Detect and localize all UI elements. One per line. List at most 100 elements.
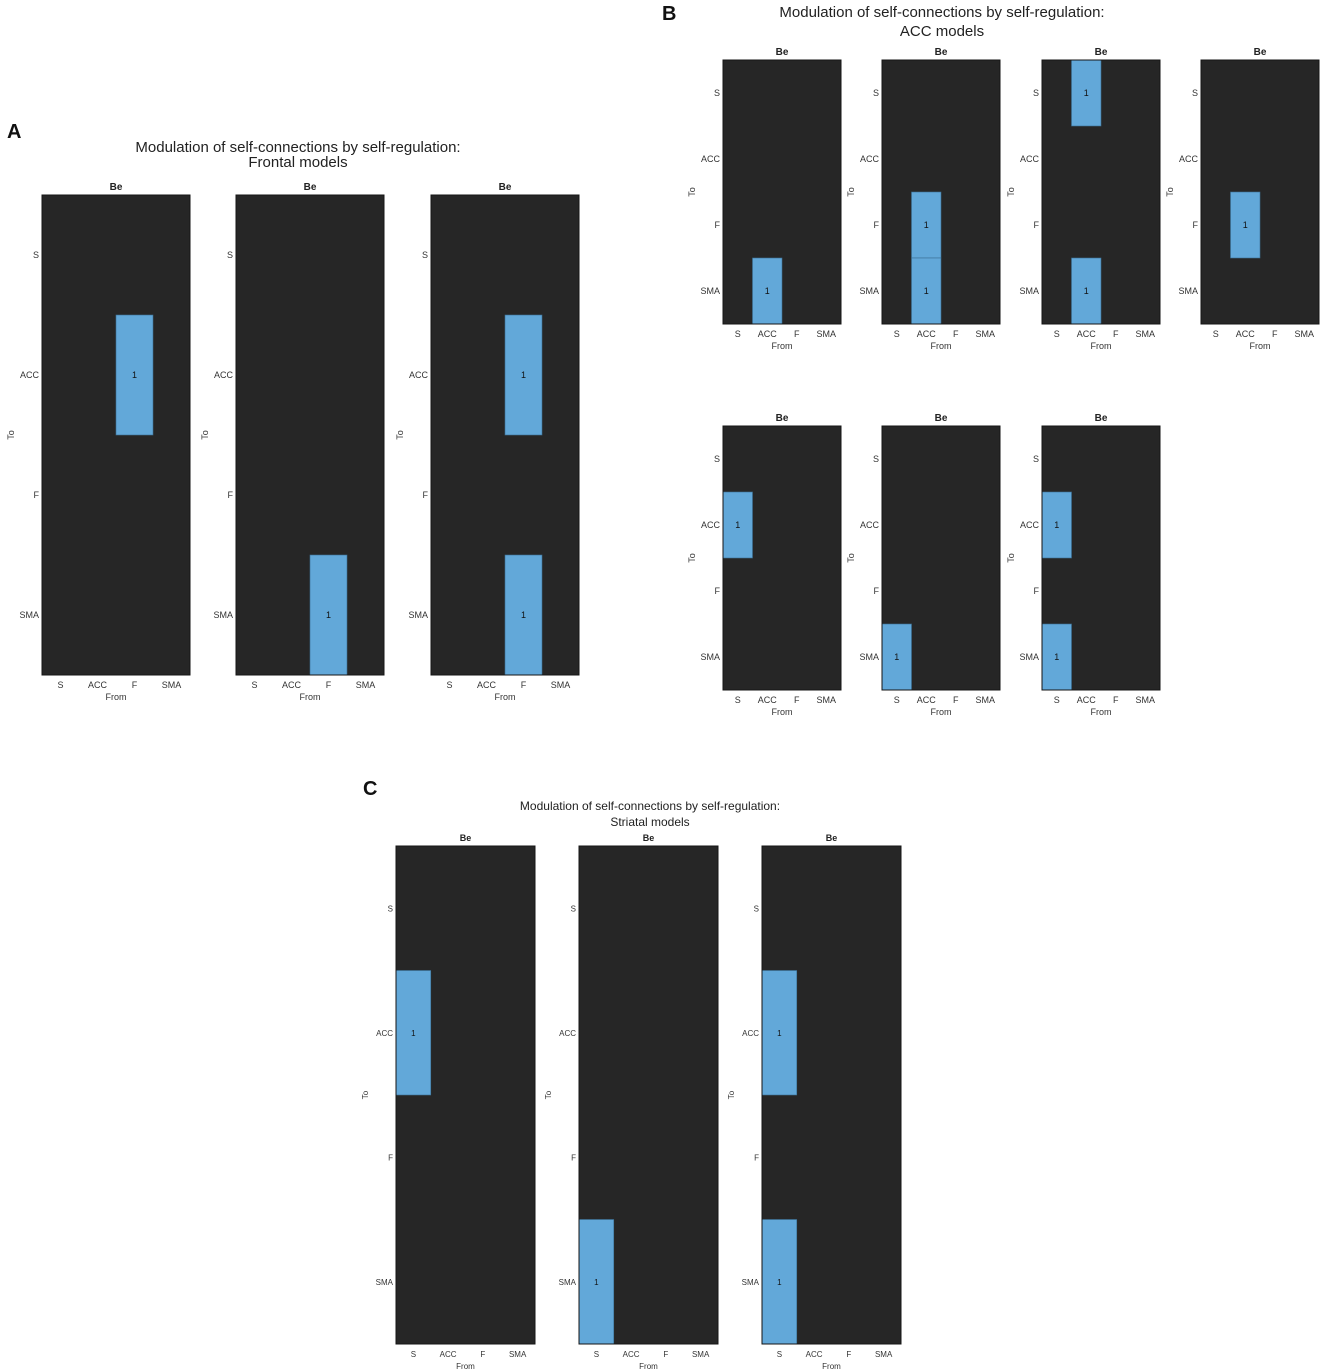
y-tick-label: ACC <box>860 520 880 530</box>
y-axis-label: To <box>544 1090 553 1099</box>
x-axis-label: From <box>639 1362 658 1371</box>
y-tick-label: S <box>571 904 576 913</box>
cell-value-label: 1 <box>765 286 770 296</box>
y-tick-label: ACC <box>701 520 721 530</box>
x-tick-label: F <box>1113 695 1119 705</box>
x-axis-label: From <box>931 707 952 717</box>
x-tick-label: ACC <box>917 695 937 705</box>
x-tick-label: SMA <box>1135 695 1155 705</box>
y-axis-label: To <box>727 1090 736 1099</box>
y-tick-label: S <box>33 250 39 260</box>
y-tick-label: SMA <box>859 286 879 296</box>
heatmap-subplot: Be 1 1 S ACC F SMA S ACC F SMA From To <box>395 182 580 702</box>
y-tick-label: SMA <box>700 652 720 662</box>
y-tick-label: S <box>754 904 759 913</box>
panel-c: C Modulation of self-connections by self-… <box>361 778 902 1371</box>
heatmap-frame <box>722 59 842 325</box>
x-tick-label: ACC <box>917 329 937 339</box>
x-tick-label: S <box>446 680 452 690</box>
x-tick-label: ACC <box>806 1350 823 1359</box>
panel-label: C <box>363 778 377 800</box>
heatmap-frame <box>1200 59 1320 325</box>
heatmap-subplot: Be 1 S ACC F SMA S ACC F SMA From To <box>687 47 842 351</box>
heatmap-cell <box>1041 491 1072 559</box>
x-tick-label: SMA <box>975 329 995 339</box>
y-axis-label: To <box>846 553 856 563</box>
y-axis-label: To <box>6 430 16 440</box>
x-tick-label: SMA <box>692 1350 710 1359</box>
y-tick-label: S <box>873 454 879 464</box>
y-tick-label: S <box>714 88 720 98</box>
y-tick-label: SMA <box>742 1278 760 1287</box>
x-axis-label: From <box>1091 707 1112 717</box>
cell-value-label: 1 <box>1084 88 1089 98</box>
subplot-title: Be <box>935 47 948 58</box>
x-tick-label: SMA <box>509 1350 527 1359</box>
heatmap-cell <box>881 623 912 691</box>
x-tick-label: SMA <box>1135 329 1155 339</box>
cell-value-label: 1 <box>1084 286 1089 296</box>
y-axis-label: To <box>846 187 856 197</box>
y-tick-label: ACC <box>376 1029 393 1038</box>
y-tick-label: F <box>571 1153 576 1162</box>
x-axis-label: From <box>931 341 952 351</box>
x-tick-label: S <box>894 695 900 705</box>
x-tick-label: ACC <box>758 695 778 705</box>
panel-label: B <box>662 3 676 25</box>
y-tick-label: ACC <box>860 154 880 164</box>
heatmap-frame <box>722 425 842 691</box>
y-axis-label: To <box>1165 187 1175 197</box>
x-tick-label: F <box>1113 329 1119 339</box>
x-tick-label: SMA <box>875 1350 893 1359</box>
x-axis-label: From <box>456 1362 475 1371</box>
panel-title-line-2: Striatal models <box>610 815 689 829</box>
y-tick-label: F <box>715 220 721 230</box>
heatmap-frame <box>881 59 1001 325</box>
y-tick-label: F <box>388 1153 393 1162</box>
subplot-title: Be <box>110 182 123 193</box>
y-tick-label: S <box>1033 88 1039 98</box>
x-tick-label: S <box>1054 329 1060 339</box>
x-tick-label: S <box>735 329 741 339</box>
heatmap-frame <box>1041 425 1161 691</box>
y-tick-label: SMA <box>213 610 233 620</box>
cell-value-label: 1 <box>777 1278 782 1287</box>
y-tick-label: ACC <box>742 1029 759 1038</box>
y-axis-label: To <box>687 553 697 563</box>
heatmap-cell <box>752 257 783 325</box>
panel-title-line-1: Modulation of self-connections by self-r… <box>135 139 460 156</box>
y-tick-label: ACC <box>214 370 234 380</box>
x-tick-label: ACC <box>282 680 302 690</box>
heatmap-subplot: Be 1 S ACC F SMA S ACC F SMA From To <box>1165 47 1320 351</box>
cell-value-label: 1 <box>411 1029 416 1038</box>
y-tick-label: SMA <box>408 610 428 620</box>
heatmap-frame <box>881 425 1001 691</box>
y-axis-label: To <box>361 1090 370 1099</box>
x-axis-label: From <box>300 692 321 702</box>
x-tick-label: F <box>132 680 138 690</box>
x-tick-label: SMA <box>1294 329 1314 339</box>
y-tick-label: ACC <box>1179 154 1199 164</box>
y-tick-label: F <box>1034 586 1040 596</box>
heatmap-frame <box>235 194 385 676</box>
y-tick-label: F <box>228 490 234 500</box>
y-tick-label: ACC <box>1020 154 1040 164</box>
x-tick-label: SMA <box>356 680 376 690</box>
subplot-title: Be <box>1095 413 1108 424</box>
y-tick-label: ACC <box>701 154 721 164</box>
y-tick-label: ACC <box>409 370 429 380</box>
x-tick-label: ACC <box>477 680 497 690</box>
x-tick-label: F <box>521 680 527 690</box>
x-tick-label: S <box>1213 329 1219 339</box>
x-tick-label: F <box>1272 329 1278 339</box>
cell-value-label: 1 <box>894 652 899 662</box>
y-tick-label: ACC <box>20 370 40 380</box>
heatmap-cell <box>911 191 942 259</box>
x-tick-label: SMA <box>975 695 995 705</box>
x-tick-label: S <box>594 1350 599 1359</box>
x-tick-label: S <box>1054 695 1060 705</box>
subplot-title: Be <box>1254 47 1267 58</box>
x-tick-label: F <box>953 329 959 339</box>
x-tick-label: SMA <box>816 695 836 705</box>
